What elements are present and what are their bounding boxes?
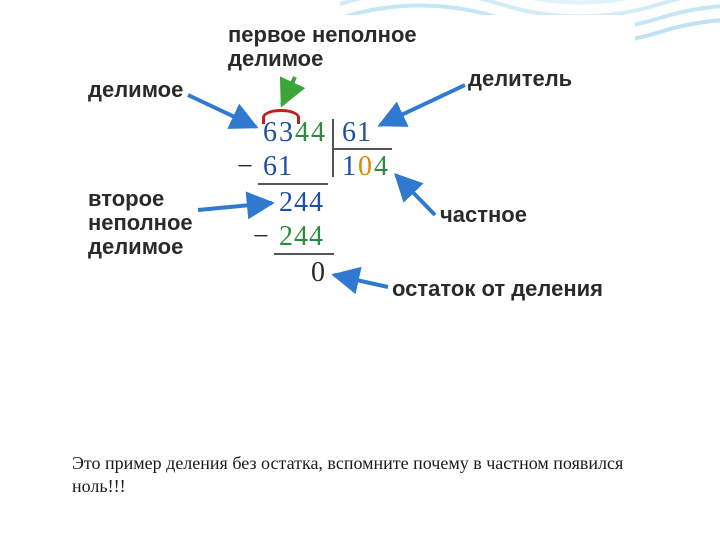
sub2-value: 244 [279,221,324,253]
dividend-d4: 4 [311,117,326,149]
label-remainder: остаток от деления [392,277,603,301]
label-quotient: частное [440,203,527,227]
sub2-minus: − [253,221,270,253]
sub1-minus: − [237,151,254,183]
slide-stage: делимое первое неполное делимое делитель… [0,0,720,540]
remainder: 0 [311,257,326,289]
rule-after-sub1 [258,183,328,185]
label-divisor: делитель [468,67,572,91]
label-first-partial: первое неполное делимое [228,23,417,71]
partial2: 244 [279,187,324,219]
caption-text: Это пример деления без остатка, вспомнит… [72,452,652,497]
rule-after-sub2 [274,253,334,255]
label-dividend: делимое [88,78,183,102]
quotient-d2: 0 [358,151,373,183]
quotient-d1: 1 [342,151,357,183]
label-second-partial: второе неполное делимое [88,187,193,260]
diagram-panel: делимое первое неполное делимое делитель… [70,15,635,385]
quotient-d3: 4 [374,151,389,183]
first-partial-arc [262,109,300,124]
sub1-value: 61 [263,151,293,183]
divisor: 61 [342,117,372,149]
